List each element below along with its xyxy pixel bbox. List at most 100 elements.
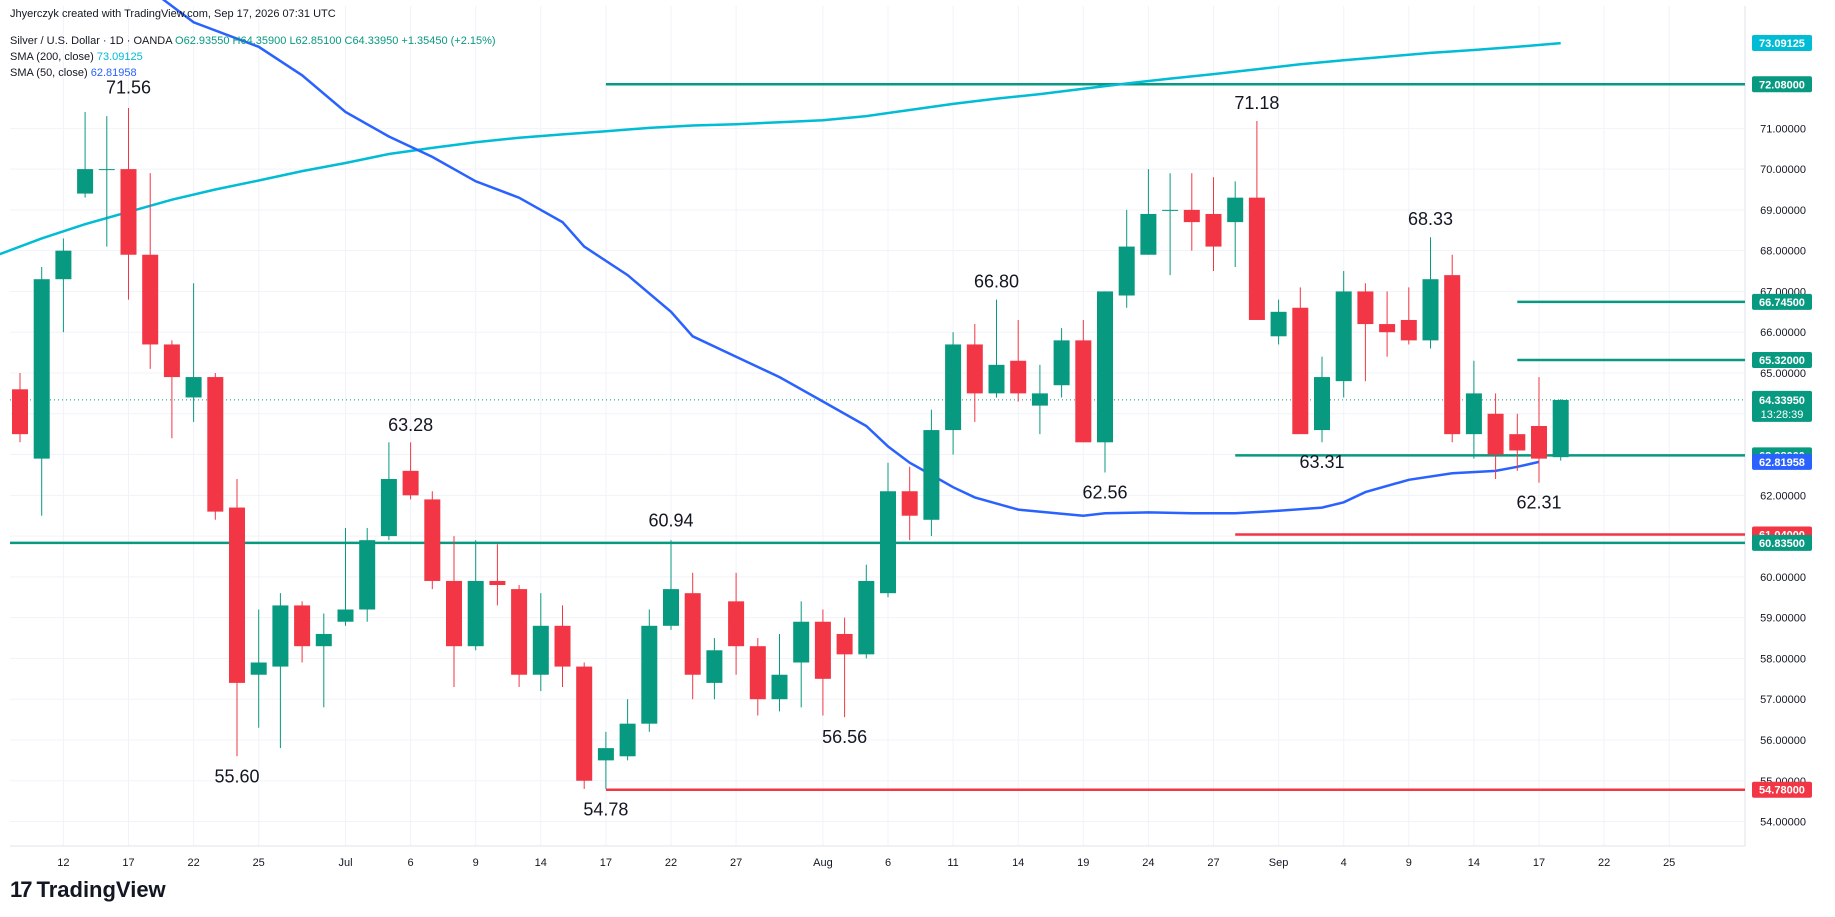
level-badge-text: 65.32000 (1759, 355, 1805, 367)
price-annotation: 66.80 (974, 272, 1019, 292)
candle-body (359, 540, 376, 610)
price-tick-label: 66.00000 (1760, 327, 1806, 339)
indicator-badge (1752, 35, 1812, 52)
time-tick-label: 9 (1406, 857, 1412, 869)
time-tick-label: 24 (1142, 857, 1154, 869)
candle-body (1400, 319, 1417, 341)
price-annotation: 63.28 (388, 415, 433, 435)
price-tick-label: 62.00000 (1760, 490, 1806, 502)
price-tick-label: 59.00000 (1760, 613, 1806, 625)
candle-body (207, 377, 224, 512)
candle-body (337, 609, 354, 622)
level-badge-text: 66.74500 (1759, 297, 1805, 309)
candle-body (597, 748, 614, 761)
candle-body (229, 507, 245, 683)
price-annotation: 60.94 (648, 511, 693, 531)
candle-body (380, 479, 397, 537)
ohlc-low: L62.85100 (289, 35, 342, 47)
sma50-legend[interactable]: SMA (50, close) 62.81958 (10, 67, 137, 79)
candle-body (55, 250, 72, 280)
price-annotation: 71.56 (106, 77, 151, 97)
candle-body (77, 169, 94, 194)
level-badge (1752, 351, 1812, 368)
candle-body (945, 344, 962, 431)
candle-body (771, 674, 788, 700)
time-tick-label: 25 (1663, 857, 1675, 869)
candle-body (554, 625, 571, 667)
time-tick-label: 14 (1012, 857, 1024, 869)
candles-layer (12, 107, 1569, 789)
time-tick-label: 9 (473, 857, 479, 869)
price-annotation: 54.78 (583, 800, 628, 820)
price-annotation: 71.18 (1234, 93, 1279, 113)
price-annotation: 62.56 (1082, 482, 1127, 502)
ohlc-open: O62.93550 (175, 35, 230, 47)
candle-body (467, 580, 484, 647)
candle-body (402, 470, 419, 496)
candle-body (1552, 399, 1569, 458)
time-tick-label: 14 (535, 857, 547, 869)
candle-body (294, 605, 311, 647)
time-axis[interactable]: 12 17 22 25 Jul 6 9 14 17 22 27 Aug 6 11 14 19 24 27 Sep 4 9… (57, 857, 1675, 869)
candle-body (793, 621, 810, 663)
candle-body (489, 580, 506, 586)
candle-body (836, 633, 853, 655)
candle-body (33, 279, 50, 459)
time-tick-label: 27 (730, 857, 742, 869)
candle-body (446, 580, 462, 647)
tradingview-logo-icon: 17 (10, 877, 33, 902)
sma50-line (161, 0, 1540, 517)
time-tick-label: 19 (1077, 857, 1089, 869)
price-tick-label: 68.00000 (1760, 246, 1806, 258)
level-badge-text: 60.83500 (1759, 538, 1805, 550)
price-tick-label: 56.00000 (1760, 735, 1806, 747)
last-price-text: 64.33950 (1759, 395, 1805, 407)
level-badge-text: 72.08000 (1759, 79, 1805, 91)
logo-text: TradingView (36, 877, 166, 902)
candle-body (1314, 377, 1330, 431)
indicator-badge-text: 62.81958 (1759, 457, 1805, 469)
sma50-value: 62.81958 (90, 67, 137, 79)
candle-body (1509, 434, 1526, 451)
attribution-text: Jhyerczyk created with TradingView.com, … (10, 8, 336, 20)
candle-body (1335, 291, 1352, 382)
annotations-layer: 71.56 55.60 63.28 54.78 60.94 56.56 66.80 62.56… (106, 77, 1562, 819)
candle-body (728, 601, 745, 647)
symbol-legend[interactable]: Silver / U.S. Dollar · 1D · OANDA O62.93… (10, 35, 496, 47)
level-badge (1752, 781, 1812, 798)
level-badge (1752, 76, 1812, 93)
symbol-name: Silver / U.S. Dollar · 1D · OANDA (10, 35, 172, 47)
indicator-badge (1752, 453, 1812, 470)
candle-body (988, 364, 1005, 394)
candle-body (1422, 279, 1439, 341)
candle-body (511, 589, 528, 675)
sma200-layer (0, 41, 1561, 256)
sma50-label: SMA (50, close) (10, 67, 88, 79)
candle-body (424, 499, 441, 581)
candle-body (1444, 275, 1461, 435)
time-tick-label: 17 (600, 857, 612, 869)
candle-body (1140, 213, 1157, 255)
time-tick-label: 11 (947, 857, 958, 869)
time-tick-label: 17 (122, 857, 134, 869)
candle-body (315, 633, 332, 647)
tradingview-logo[interactable]: 17 TradingView (10, 877, 166, 903)
candle-body (814, 621, 831, 679)
sma200-legend[interactable]: SMA (200, close) 73.09125 (10, 51, 143, 63)
candle-body (684, 593, 701, 675)
time-tick-label: 17 (1533, 857, 1545, 869)
price-axis[interactable]: 54.0000055.0000056.0000057.0000058.00000… (1752, 35, 1812, 829)
candle-body (1465, 393, 1482, 435)
price-tick-label: 71.00000 (1760, 123, 1806, 135)
candle-body (12, 389, 28, 435)
level-badge (1752, 293, 1812, 310)
candle-body (163, 344, 180, 378)
time-tick-label: Jul (338, 857, 352, 869)
candle-body (1162, 209, 1179, 211)
candle-body (1118, 246, 1135, 296)
time-tick-label: Sep (1269, 857, 1289, 869)
candle-body (185, 377, 202, 398)
candle-body (1053, 340, 1070, 386)
ohlc-high: H64.35900 (232, 35, 287, 47)
